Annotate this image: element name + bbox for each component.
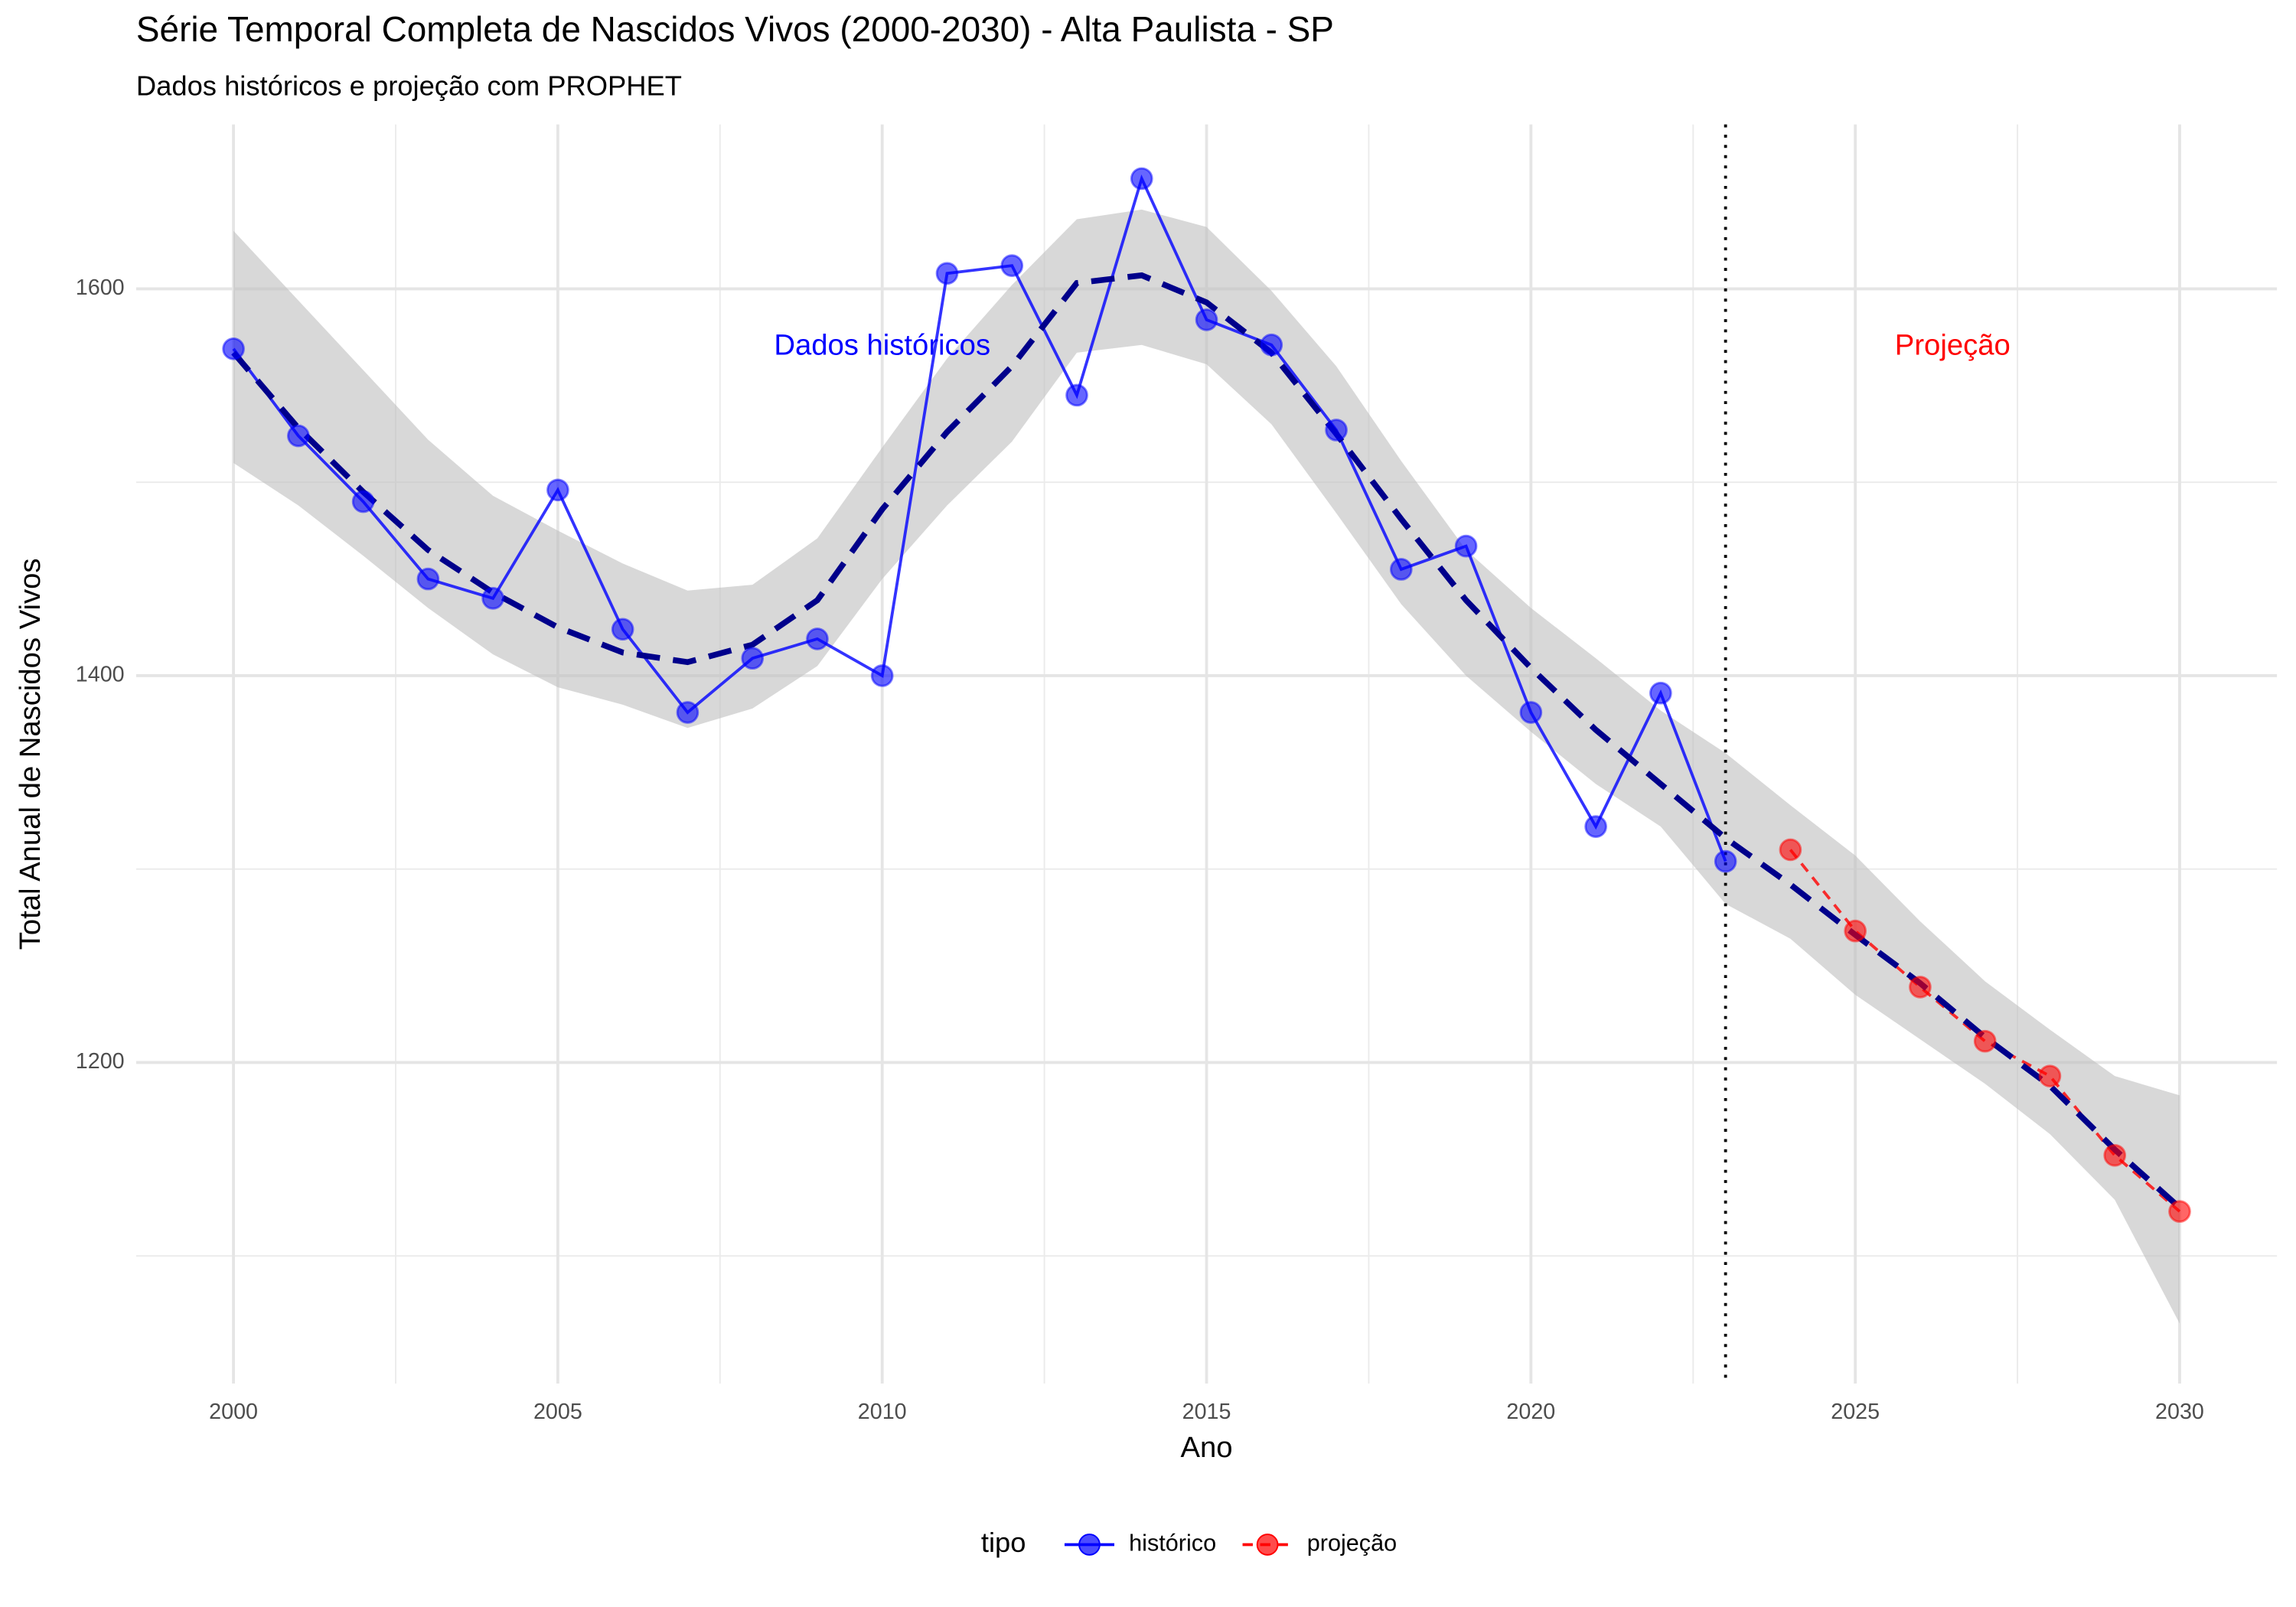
data-point [222,337,245,360]
data-point [1195,308,1218,331]
data-point [1065,383,1088,407]
y-tick-label: 1400 [76,663,125,687]
x-tick-label: 2025 [1831,1400,1880,1424]
x-tick-label: 2005 [533,1400,582,1424]
data-point [1000,254,1024,277]
legend: tipo histórico projeção [981,1527,1397,1558]
x-tick-label: 2030 [2155,1400,2204,1424]
data-point [870,664,894,687]
data-point [741,647,765,670]
data-point [1130,167,1153,191]
data-point [416,567,440,591]
x-tick-label: 2010 [858,1400,907,1424]
data-point [1454,534,1478,558]
data-point [1714,849,1737,873]
legend-label: projeção [1307,1530,1397,1556]
data-point [1260,333,1283,357]
data-point [676,701,700,724]
data-point [1973,1029,1997,1053]
data-point [611,618,634,641]
y-tick-label: 1200 [76,1049,125,1074]
legend-label: histórico [1129,1530,1216,1556]
legend-swatch-point [1256,1534,1279,1556]
x-axis-title: Ano [1180,1431,1232,1464]
x-tick-label: 2020 [1506,1400,1555,1424]
data-point [1389,558,1413,581]
annotation: Dados históricos [774,328,990,361]
data-point [1649,681,1672,705]
x-tick-label: 2000 [209,1400,258,1424]
data-point [2038,1064,2062,1087]
data-point [1584,815,1607,838]
data-point [2103,1143,2127,1167]
data-point [1519,701,1543,724]
data-point [546,478,569,502]
annotation: Projeção [1895,328,2011,361]
legend-swatch-point [1078,1534,1101,1556]
data-point [1909,976,1932,999]
data-point [351,490,375,513]
chart-subtitle: Dados históricos e projeção com PROPHET [136,70,682,101]
data-point [935,262,959,285]
data-point [1779,838,1802,862]
data-point [1325,419,1348,442]
data-point [806,627,829,650]
data-point [481,587,504,610]
data-point [2168,1200,2191,1223]
plot-area: Dados históricos Projeção [222,124,2191,1384]
data-point [1844,919,1867,943]
data-point [287,424,310,448]
y-axis-title: Total Anual de Nascidos Vivos [14,558,47,950]
x-tick-label: 2015 [1182,1400,1231,1424]
y-tick-label: 1600 [76,275,125,300]
chart-title: Série Temporal Completa de Nascidos Vivo… [136,9,1334,49]
legend-title: tipo [981,1527,1026,1558]
